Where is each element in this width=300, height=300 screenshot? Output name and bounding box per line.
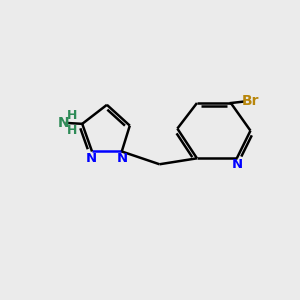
Text: H: H xyxy=(67,124,77,137)
Text: H: H xyxy=(67,109,77,122)
Text: N: N xyxy=(86,152,97,164)
Text: Br: Br xyxy=(242,94,260,108)
Text: N: N xyxy=(232,158,243,171)
Text: N: N xyxy=(116,152,128,164)
Text: N: N xyxy=(58,116,70,130)
